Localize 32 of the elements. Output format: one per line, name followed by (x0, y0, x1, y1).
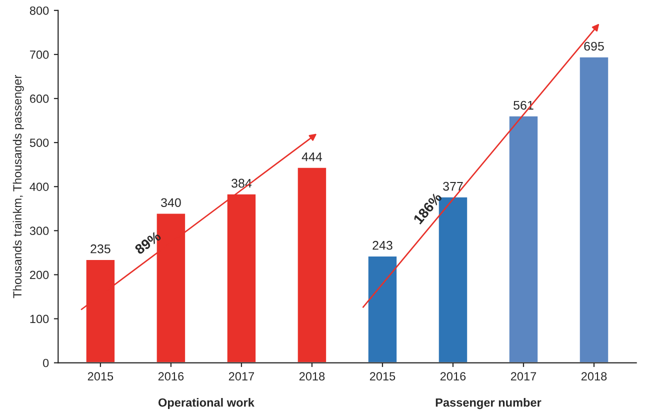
y-tick-label: 600 (30, 94, 49, 103)
y-tick-label: 500 (30, 138, 49, 147)
y-tick-label: 700 (30, 50, 49, 59)
y-tick-label: 400 (30, 182, 49, 191)
annotation: 89% (134, 230, 162, 255)
y-tick-label: 300 (30, 226, 49, 236)
text: Operational work (158, 398, 254, 410)
y-tick-label: 200 (30, 270, 49, 280)
y-tick-label: 0 (43, 358, 49, 368)
x-tick-label: 2017 (228, 372, 254, 380)
bar (366, 255, 398, 363)
x-tick-label: 2016 (158, 372, 184, 380)
data-label: 377 (443, 182, 463, 191)
data-label: 340 (161, 198, 181, 208)
y-axis-title: Thousands trainkm, Thousands passenger (12, 75, 24, 298)
x-tick-label: 2017 (510, 372, 536, 380)
x-tick-label: 2018 (299, 372, 325, 380)
y-tick-label: 800 (30, 6, 49, 15)
x-tick-label: 2015 (88, 372, 114, 380)
data-label: 235 (90, 244, 110, 254)
data-label: 243 (372, 240, 392, 250)
x-tick-label: 2018 (581, 372, 607, 380)
data-label: 444 (302, 152, 322, 162)
text: Passenger number (436, 398, 542, 410)
data-label: 695 (584, 42, 604, 51)
bar (296, 166, 328, 363)
y-tick-label: 100 (30, 314, 49, 324)
bar (508, 115, 539, 363)
data-label: 384 (232, 178, 252, 188)
x-tick-label: 2015 (370, 372, 396, 380)
bar (578, 56, 610, 363)
x-tick-label: 2016 (440, 372, 466, 380)
